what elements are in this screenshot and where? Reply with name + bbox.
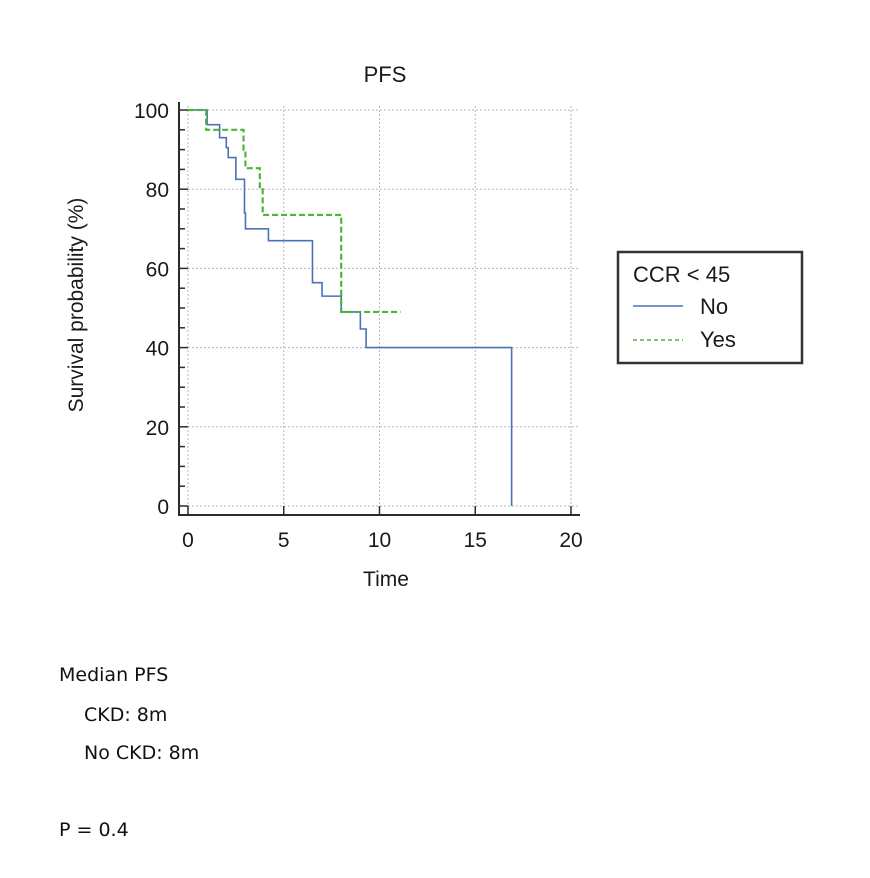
survival-curves [188,108,513,506]
chart-title: PFS [364,62,407,87]
tick-labels: 0 20 40 60 80 100 0 5 10 15 20 [134,100,583,552]
y-tick-label: 80 [146,179,169,202]
x-tick-label: 10 [368,529,391,552]
x-tick-label: 5 [278,529,290,552]
x-axis-title: Time [363,568,409,591]
legend: CCR < 45 No Yes [616,250,804,365]
y-axis-title: Survival probability (%) [65,198,88,413]
curve-yes [188,108,401,314]
y-tick-label: 60 [146,258,169,281]
y-tick-label: 20 [146,417,169,440]
axes [178,102,580,516]
legend-title: CCR < 45 [633,262,730,287]
legend-label-no: No [700,294,728,319]
grid [187,106,578,507]
x-tick-label: 20 [559,529,582,552]
km-chart: 0 20 40 60 80 100 0 5 10 15 20 PFS Time Survival p… [65,62,804,591]
x-tick-label: 0 [182,529,194,552]
notes-heading: Median PFS [59,664,169,686]
y-tick-label: 40 [146,338,169,361]
y-tick-label: 0 [157,496,169,519]
notes-ckd: CKD: 8m [84,704,168,726]
x-tick-label: 15 [464,529,487,552]
y-tick-label: 100 [134,100,169,123]
legend-box [616,250,804,365]
notes-p-value: P = 0.4 [59,819,129,841]
curve-no [188,109,513,506]
legend-label-yes: Yes [700,327,736,352]
notes-no-ckd: No CKD: 8m [84,742,200,764]
